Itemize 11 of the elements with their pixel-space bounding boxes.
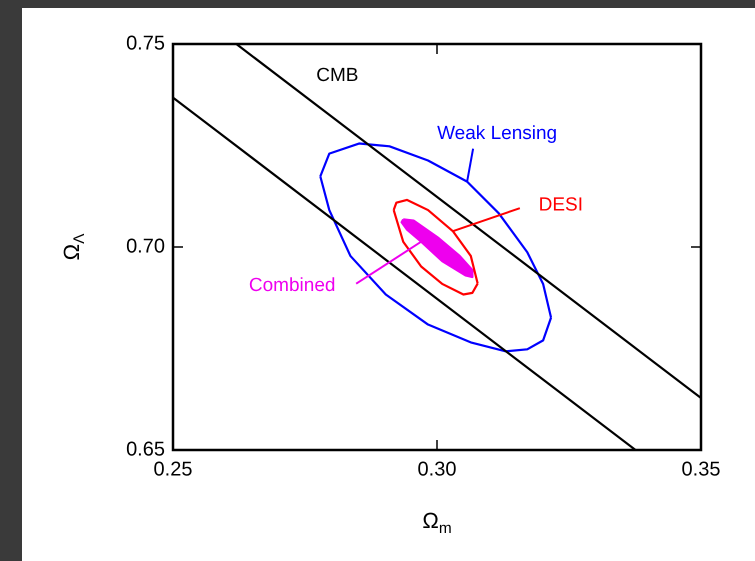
x-tick-label: 0.35 <box>682 458 720 481</box>
y-tick-label: 0.75 <box>126 32 165 55</box>
y-tick-label: 0.70 <box>126 236 165 258</box>
text: Combined <box>248 274 336 296</box>
series-label: Weak Lensing <box>437 122 558 144</box>
x-tick-label: 0.30 <box>418 458 456 481</box>
y-axis-title: ΩΛ <box>59 232 88 260</box>
series-label: CMB <box>316 65 358 86</box>
y-tick-label: 0.65 <box>126 438 165 461</box>
x-tick-label: 0.25 <box>154 458 192 481</box>
text: DESI <box>538 194 584 216</box>
